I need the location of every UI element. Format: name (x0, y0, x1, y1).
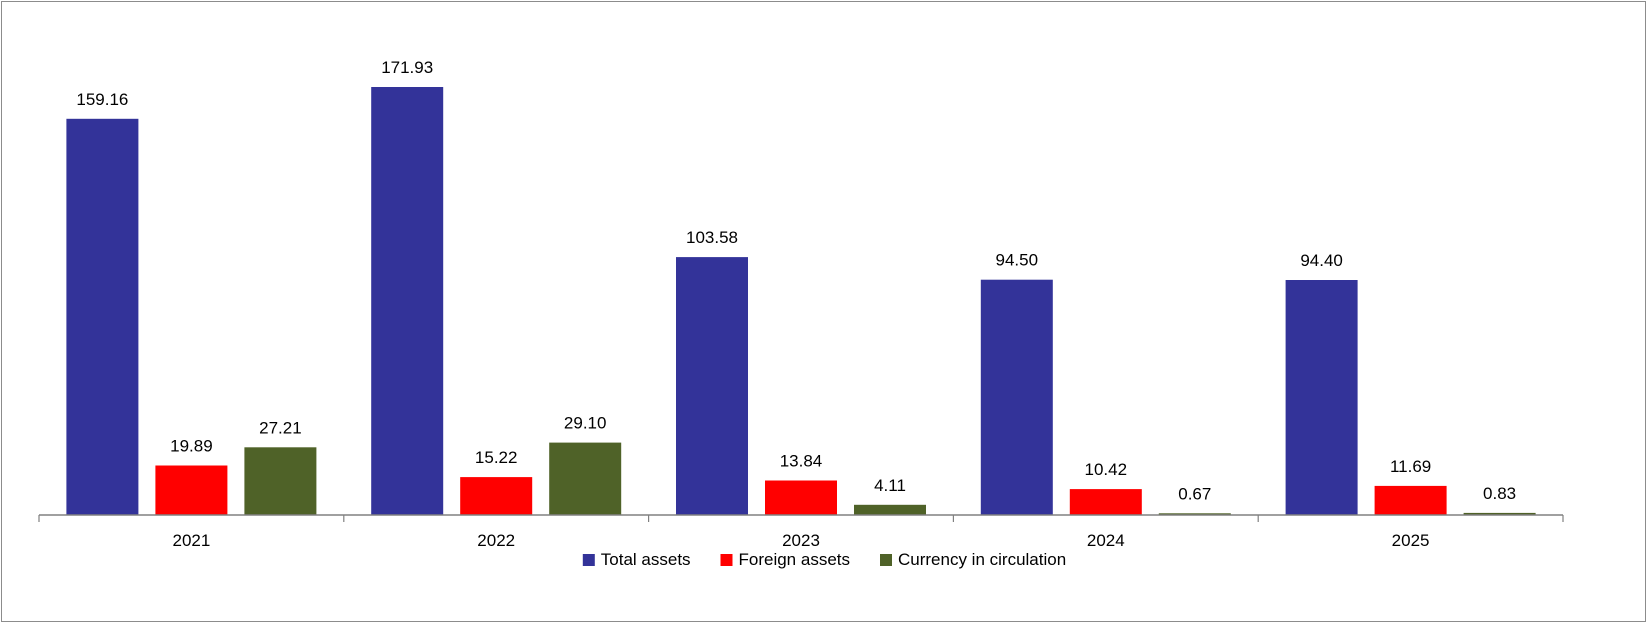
data-label: 94.50 (996, 251, 1039, 270)
bar-total-assets-2021 (66, 118, 139, 516)
data-label: 0.67 (1178, 484, 1211, 503)
data-label: 171.93 (381, 58, 433, 77)
legend-label: Foreign assets (739, 550, 851, 569)
bar-total-assets-2025 (1285, 280, 1358, 515)
data-label: 13.84 (780, 452, 823, 471)
legend-swatch (880, 554, 892, 566)
legend: Total assets Foreign assets Currency in ci… (582, 550, 1066, 569)
legend-swatch (582, 554, 595, 566)
bar-currency-in-circulation-2023 (854, 504, 926, 515)
data-label: 94.40 (1300, 251, 1343, 270)
x-tick-label: 2021 (172, 531, 210, 550)
data-label: 27.21 (259, 418, 302, 437)
data-label: 4.11 (874, 476, 906, 495)
bar-foreign-assets-2021 (155, 465, 228, 515)
legend-label: Total assets (601, 550, 691, 569)
data-label: 0.83 (1483, 484, 1516, 503)
legend-swatch (720, 554, 733, 566)
data-label: 103.58 (686, 228, 738, 247)
bar-foreign-assets-2025 (1374, 485, 1447, 515)
bar-foreign-assets-2023 (765, 480, 837, 515)
x-tick-label: 2025 (1392, 531, 1430, 550)
bars-group (66, 87, 1536, 516)
bar-foreign-assets-2024 (1069, 489, 1142, 515)
data-label: 10.42 (1085, 460, 1128, 479)
bar-currency-in-circulation-2021 (244, 447, 317, 515)
value-labels-group: 159.16 19.89 27.21 171.93 15.22 29.10 103.58 13… (76, 58, 1516, 503)
bar-currency-in-circulation-2025 (1463, 512, 1536, 515)
bar-total-assets-2023 (676, 257, 748, 515)
bar-currency-in-circulation-2022 (549, 442, 622, 515)
data-label: 11.69 (1390, 457, 1431, 476)
bar-currency-in-circulation-2024 (1158, 513, 1231, 515)
data-label: 19.89 (170, 437, 213, 456)
bar-foreign-assets-2022 (460, 477, 533, 515)
x-tick-label: 2024 (1087, 531, 1125, 550)
data-label: 15.22 (475, 448, 518, 467)
x-tick-label: 2022 (477, 531, 515, 550)
data-label: 29.10 (564, 414, 607, 433)
bar-total-assets-2022 (371, 87, 444, 515)
x-tick-label: 2023 (782, 531, 820, 550)
bar-total-assets-2024 (980, 279, 1053, 515)
x-axis: 2021 2022 2023 2024 2025 (38, 514, 1564, 550)
legend-label: Currency in circulation (898, 550, 1066, 569)
data-label: 159.16 (76, 90, 128, 109)
